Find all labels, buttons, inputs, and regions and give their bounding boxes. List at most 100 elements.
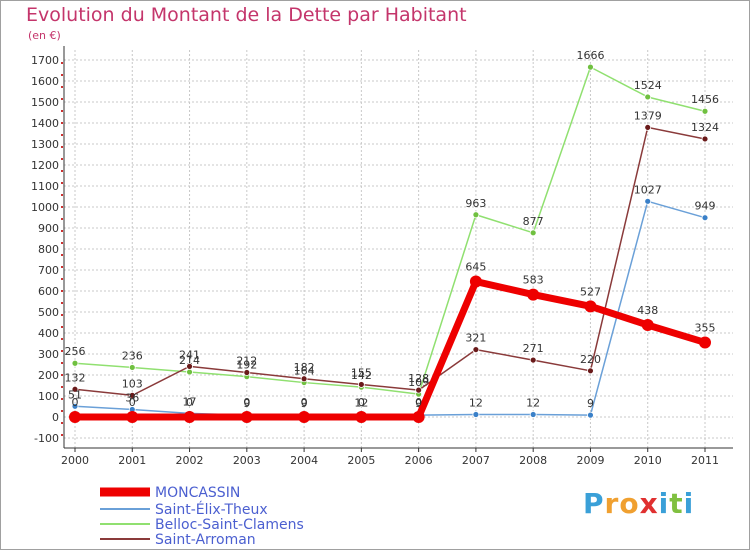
logo-letter: t <box>669 487 684 520</box>
data-label: 142 <box>351 369 372 382</box>
y-tick-label: -100 <box>34 432 59 445</box>
y-tick-label: 800 <box>38 243 59 256</box>
y-tick-label: 500 <box>38 306 59 319</box>
data-point <box>644 93 652 101</box>
logo-letter: x <box>639 487 659 520</box>
data-point <box>355 411 368 423</box>
y-tick-label: 900 <box>38 222 59 235</box>
data-label: 132 <box>65 371 86 384</box>
data-point <box>472 411 480 418</box>
data-point <box>641 319 654 332</box>
x-tick-label: 2008 <box>519 454 547 467</box>
y-tick-label: 0 <box>52 411 59 424</box>
data-label: 438 <box>637 304 658 317</box>
data-label: 1027 <box>634 183 662 196</box>
axis-marker <box>61 110 63 112</box>
axis-marker <box>61 398 63 400</box>
data-label: 1666 <box>576 49 604 62</box>
data-label: 9 <box>415 397 422 410</box>
data-point <box>415 386 423 394</box>
axis-marker <box>61 290 63 292</box>
data-point <box>699 336 711 349</box>
y-tick-label: 1500 <box>31 96 59 109</box>
data-label: 0 <box>415 396 422 409</box>
data-label: 9 <box>301 397 308 410</box>
data-label: 12 <box>526 396 540 409</box>
axis-marker <box>61 86 63 88</box>
y-tick-label: 600 <box>38 285 59 298</box>
logo-letter: P <box>583 487 605 520</box>
axis-marker <box>61 146 63 148</box>
legend-label: Belloc-Saint-Clamens <box>155 517 304 533</box>
data-point <box>298 411 311 423</box>
data-label: 0 <box>301 396 308 409</box>
x-tick-label: 2000 <box>61 454 89 467</box>
chart-unit-label: (en €) <box>28 29 61 42</box>
data-label: 182 <box>294 361 315 374</box>
axis-marker <box>61 314 63 316</box>
axis-marker <box>61 410 63 412</box>
data-point <box>300 375 308 383</box>
data-label: 0 <box>72 396 79 409</box>
axis-marker <box>61 230 63 232</box>
data-point <box>701 107 709 115</box>
y-tick-label: 200 <box>38 369 59 382</box>
axis-marker <box>61 350 63 352</box>
data-point <box>357 381 365 388</box>
data-point <box>587 411 594 419</box>
axis-marker <box>61 122 63 124</box>
x-tick-label: 2001 <box>118 454 146 467</box>
data-point <box>71 359 79 367</box>
data-label: 1524 <box>634 79 662 92</box>
axis-marker <box>61 62 63 64</box>
data-point <box>128 391 136 399</box>
series-line <box>74 126 706 397</box>
data-point <box>469 275 482 288</box>
data-label: 963 <box>465 197 486 210</box>
data-point <box>128 364 136 371</box>
data-point <box>529 356 537 364</box>
data-label: 1456 <box>691 93 719 106</box>
axis-marker <box>61 218 63 220</box>
data-point <box>126 411 139 423</box>
data-label: 192 <box>236 359 257 372</box>
data-label: 164 <box>294 365 315 378</box>
data-point <box>71 385 79 393</box>
data-point <box>529 229 537 237</box>
x-tick-label: 2003 <box>233 454 261 467</box>
y-tick-label: 300 <box>38 348 59 361</box>
logo-letter: r <box>604 487 620 520</box>
data-label: 1324 <box>691 121 719 134</box>
x-tick-label: 2004 <box>290 454 318 467</box>
data-label: 241 <box>179 348 200 361</box>
x-tick-label: 2010 <box>634 454 662 467</box>
data-point <box>529 411 537 418</box>
data-label: 0 <box>186 396 193 409</box>
axis-marker <box>61 254 63 256</box>
y-tick-label: 1100 <box>31 180 59 193</box>
data-point <box>644 124 652 131</box>
legend-label: Saint-Arroman <box>155 532 256 548</box>
data-point <box>472 346 480 353</box>
axis-marker <box>61 194 63 196</box>
data-point <box>587 63 594 71</box>
data-label: 355 <box>695 321 716 334</box>
axis-marker <box>61 302 63 304</box>
data-point <box>71 402 79 410</box>
x-tick-label: 2009 <box>576 454 604 467</box>
y-tick-label: 100 <box>38 390 59 403</box>
axis-marker <box>61 386 63 388</box>
axis-marker <box>61 134 63 136</box>
x-tick-label: 2007 <box>462 454 490 467</box>
data-label: 583 <box>523 274 544 287</box>
legend-label: MONCASSIN <box>155 485 240 501</box>
data-label: 256 <box>65 345 86 358</box>
y-tick-label: 1200 <box>31 159 59 172</box>
logo-letter: i <box>658 487 670 520</box>
data-label: 214 <box>179 354 200 367</box>
y-tick-label: 1400 <box>31 117 59 130</box>
data-point <box>412 411 425 423</box>
data-label: 220 <box>580 353 601 366</box>
y-tick-label: 400 <box>38 327 59 340</box>
